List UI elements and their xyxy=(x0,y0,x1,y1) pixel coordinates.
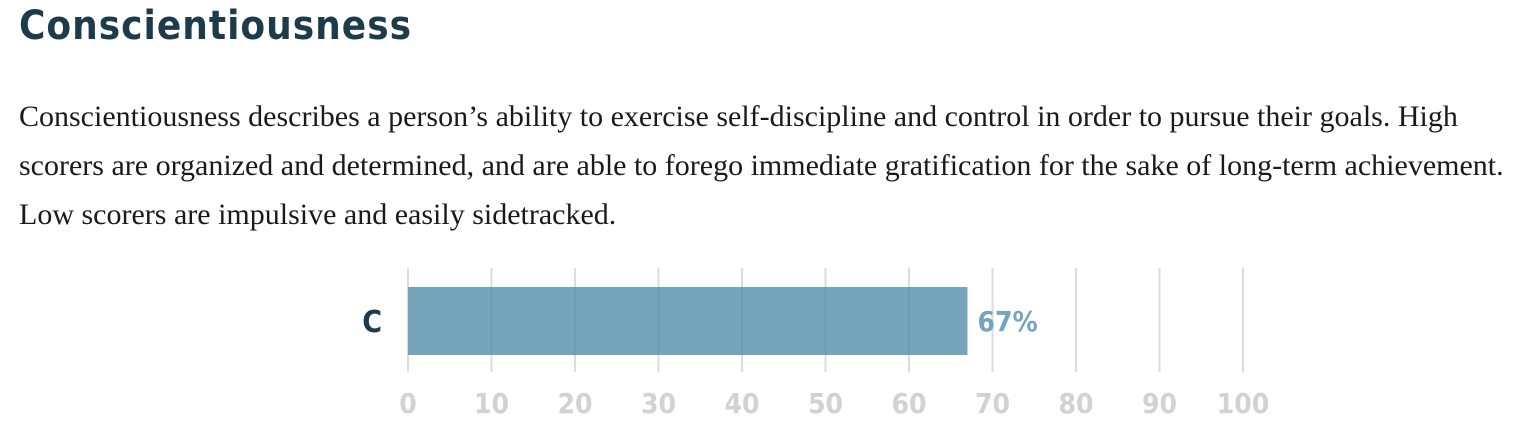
x-tick-label-20: 20 xyxy=(557,387,592,420)
x-tick-label-50: 50 xyxy=(808,387,843,420)
x-tick-label-40: 40 xyxy=(724,387,759,420)
x-tick-label-30: 30 xyxy=(641,387,676,420)
section-heading: Conscientiousness xyxy=(19,3,413,49)
x-tick-label-80: 80 xyxy=(1058,387,1093,420)
x-tick-label-70: 70 xyxy=(975,387,1010,420)
chart-x-axis: 0 10 20 30 40 50 60 70 80 90 100 xyxy=(399,387,1269,420)
chart-grid-overlay xyxy=(490,287,910,355)
x-tick-label-10: 10 xyxy=(474,387,509,420)
bar-c xyxy=(408,287,968,355)
section-description: Conscientiousness describes a person’s a… xyxy=(19,100,1504,231)
value-label-c: 67% xyxy=(977,305,1037,338)
x-tick-label-90: 90 xyxy=(1142,387,1177,420)
category-label-c: C xyxy=(362,305,382,340)
x-tick-label-60: 60 xyxy=(891,387,926,420)
x-tick-label-100: 100 xyxy=(1217,387,1270,420)
chart-bars xyxy=(408,287,968,355)
chart-labels: C 67% xyxy=(362,305,1038,340)
x-tick-label-0: 0 xyxy=(399,387,417,420)
